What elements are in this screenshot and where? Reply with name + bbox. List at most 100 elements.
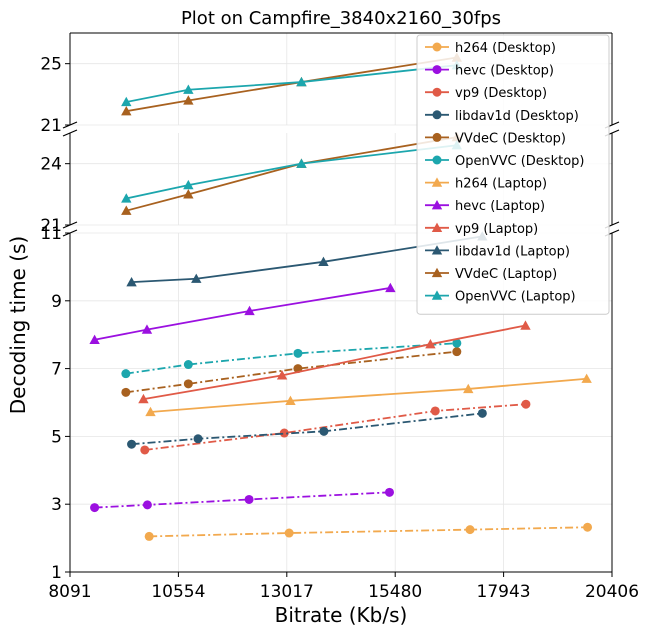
legend-marker [431, 200, 443, 210]
x-tick-label: 17943 [477, 582, 531, 602]
data-point [583, 522, 593, 532]
legend-marker [432, 132, 442, 142]
data-point [296, 76, 307, 87]
data-point [425, 338, 436, 349]
data-point [521, 399, 531, 409]
series-line [143, 324, 526, 400]
legend-label: libdav1d (Desktop) [455, 109, 579, 124]
series-line [126, 136, 457, 212]
legend: h264 (Desktop) hevc (Desktop) vp9 (Desktop… [416, 34, 610, 315]
legend-marker [432, 87, 442, 97]
series [121, 338, 462, 379]
data-point [183, 360, 193, 370]
legend-label: OpenVVC (Desktop) [455, 154, 584, 169]
data-point [279, 428, 289, 438]
series [144, 522, 593, 541]
y-tick-label: 25 [40, 55, 62, 75]
legend-item: hevc (Desktop) [425, 64, 554, 79]
y-tick-label: 24 [40, 155, 62, 175]
y-tick-label: 5 [51, 427, 62, 447]
series-line [149, 526, 588, 538]
legend-item: h264 (Desktop) [425, 41, 556, 56]
data-point [121, 106, 132, 116]
legend-marker [431, 245, 443, 255]
legend-label: vp9 (Laptop) [455, 222, 538, 237]
data-point [285, 395, 296, 405]
data-point [138, 393, 149, 404]
legend-label: OpenVVC (Laptop) [455, 290, 576, 305]
legend-marker [431, 290, 443, 300]
series-line [94, 491, 390, 509]
legend-item: vp9 (Laptop) [425, 222, 538, 237]
legend-label: VVdeC (Desktop) [455, 131, 566, 146]
y-tick-label: 3 [51, 495, 62, 515]
legend-item: VVdeC (Desktop) [425, 131, 566, 146]
y-tick-label: 9 [51, 292, 62, 312]
legend-marker [432, 155, 442, 165]
x-tick-label: 10554 [151, 582, 205, 602]
data-point [141, 324, 153, 334]
series [140, 399, 531, 455]
legend-label: libdav1d (Laptop) [455, 244, 570, 259]
series-line [144, 403, 526, 451]
data-point [319, 426, 329, 436]
legend-marker [432, 42, 442, 52]
data-point [127, 439, 137, 449]
data-point [183, 84, 194, 94]
y-tick-label: 21 [40, 116, 62, 136]
series-line [131, 235, 483, 284]
legend-item: OpenVVC (Desktop) [425, 154, 584, 169]
series [145, 373, 592, 417]
data-point [121, 96, 132, 107]
x-tick-label: 8091 [48, 582, 91, 602]
data-point [121, 193, 132, 203]
data-point [296, 158, 307, 168]
series-line [125, 342, 457, 375]
data-point [465, 525, 475, 535]
data-point [244, 305, 255, 316]
series-line [94, 287, 391, 341]
data-point [144, 531, 154, 541]
y-axis-label: Decoding time (s) [6, 236, 30, 415]
legend-label: VVdeC (Laptop) [455, 267, 557, 282]
data-point [90, 503, 100, 513]
series [121, 60, 463, 107]
legend-marker [432, 110, 442, 120]
legend-label: h264 (Laptop) [455, 177, 547, 192]
series-line [125, 350, 457, 394]
y-tick-label: 11 [40, 224, 62, 244]
axis-break-mark [62, 221, 78, 229]
data-point [191, 273, 202, 283]
axis-break-mark [62, 129, 78, 137]
series [90, 487, 394, 513]
data-point [140, 445, 150, 455]
legend-item: h264 (Laptop) [425, 177, 547, 192]
x-tick-label: 15480 [368, 582, 422, 602]
data-point [318, 256, 329, 266]
legend-label: vp9 (Desktop) [455, 86, 547, 101]
series-line [126, 144, 457, 200]
chart-title: Plot on Campfire_3840x2160_30fps [181, 8, 501, 29]
data-point [385, 282, 396, 293]
legend-marker [432, 65, 442, 75]
data-point [183, 179, 194, 190]
data-point [463, 383, 474, 394]
legend-box [416, 34, 610, 315]
axis-break-mark [62, 121, 78, 129]
legend-label: hevc (Laptop) [455, 199, 545, 214]
series [89, 282, 396, 344]
legend-label: hevc (Desktop) [455, 64, 554, 79]
series [127, 408, 487, 449]
data-point [244, 494, 254, 504]
x-tick-label: 20406 [585, 582, 639, 602]
data-point [452, 347, 462, 357]
data-point [183, 95, 194, 105]
data-point [145, 406, 156, 417]
legend-item: OpenVVC (Laptop) [425, 290, 576, 305]
y-tick-label: 7 [51, 360, 62, 380]
data-point [384, 487, 394, 497]
data-point [276, 370, 288, 380]
series-line [126, 64, 457, 103]
legend-marker [431, 177, 443, 187]
